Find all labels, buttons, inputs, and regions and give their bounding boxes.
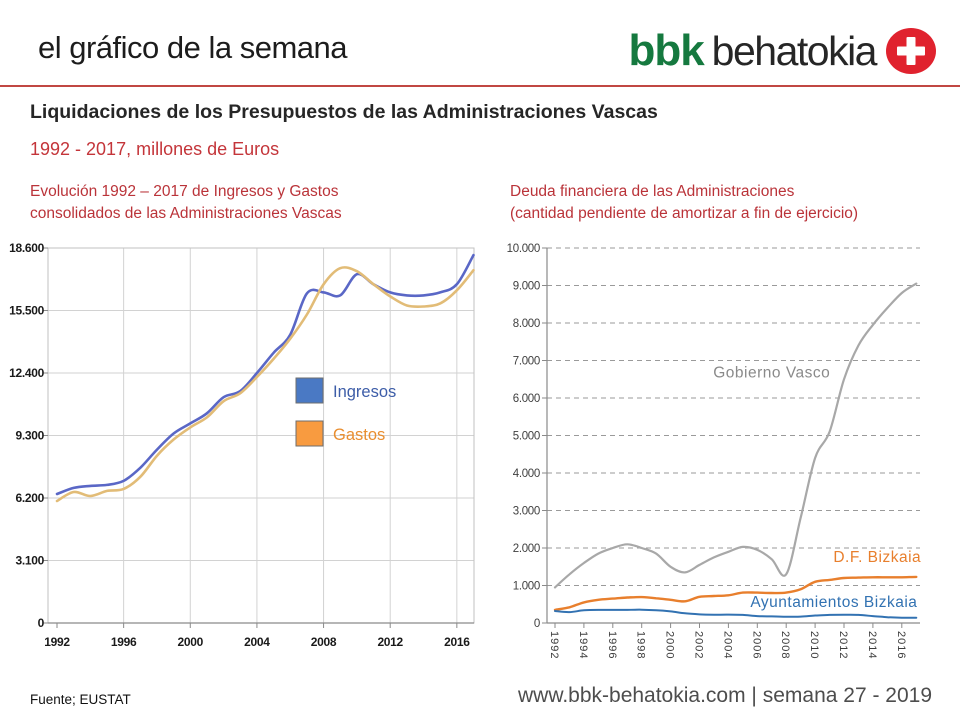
svg-text:2008: 2008 xyxy=(311,635,337,649)
left-chart-title-line2: consolidados de las Administraciones Vas… xyxy=(30,205,342,222)
svg-text:1998: 1998 xyxy=(635,631,647,659)
main-subtitle: 1992 - 2017, millones de Euros xyxy=(30,139,280,159)
svg-text:10.000: 10.000 xyxy=(507,243,540,255)
svg-text:2004: 2004 xyxy=(721,631,733,659)
svg-text:5.000: 5.000 xyxy=(513,431,540,443)
svg-text:1996: 1996 xyxy=(111,635,137,649)
svg-text:8.000: 8.000 xyxy=(513,318,540,330)
right-chart-title-line2: (cantidad pendiente de amortizar a fin d… xyxy=(510,205,859,222)
page-title: el gráfico de la semana xyxy=(38,30,348,65)
svg-text:0: 0 xyxy=(534,618,540,630)
right-chart-title-line1: Deuda financiera de las Administraciones xyxy=(510,183,795,200)
svg-text:15.500: 15.500 xyxy=(9,304,45,318)
right-chart-title: Deuda financiera de las Administraciones… xyxy=(510,181,858,225)
chart-deuda-financiera: 0 1.000 2.000 3.000 4.000 5.000 6.000 7.000 8.00… xyxy=(507,243,921,659)
svg-text:2008: 2008 xyxy=(779,631,791,659)
svg-text:3.100: 3.100 xyxy=(15,554,44,568)
svg-text:18.600: 18.600 xyxy=(9,241,45,255)
svg-text:Ayuntamientos Bizkaia: Ayuntamientos Bizkaia xyxy=(750,594,917,611)
svg-text:2006: 2006 xyxy=(750,631,762,659)
svg-text:1994: 1994 xyxy=(577,631,589,659)
svg-text:7.000: 7.000 xyxy=(513,356,540,368)
chart-ingresos-gastos: 0 3.100 6.200 9.300 12.400 15.500 18.600 1992 19… xyxy=(9,241,475,649)
svg-text:1992: 1992 xyxy=(44,635,70,649)
svg-text:9.300: 9.300 xyxy=(15,429,44,443)
svg-text:2016: 2016 xyxy=(895,631,907,659)
bbk-behatokia-logo: bbk behatokia xyxy=(628,26,936,76)
svg-text:Gastos: Gastos xyxy=(333,426,385,444)
svg-text:0: 0 xyxy=(38,616,45,630)
svg-text:2012: 2012 xyxy=(377,635,403,649)
svg-text:1992: 1992 xyxy=(548,631,560,659)
svg-text:2002: 2002 xyxy=(693,631,705,659)
header-divider xyxy=(0,85,960,87)
svg-text:2000: 2000 xyxy=(664,631,676,659)
svg-text:2.000: 2.000 xyxy=(513,543,540,555)
svg-text:2012: 2012 xyxy=(837,631,849,659)
svg-text:2010: 2010 xyxy=(808,631,820,659)
svg-text:Gobierno Vasco: Gobierno Vasco xyxy=(713,364,830,381)
footer-source: Fuente; EUSTAT xyxy=(30,692,131,707)
logo-bbk-text: bbk xyxy=(628,26,704,75)
svg-text:1.000: 1.000 xyxy=(513,581,540,593)
footer-site: www.bbk-behatokia.com | semana 27 - 2019 xyxy=(517,684,932,707)
svg-text:D.F. Bizkaia: D.F. Bizkaia xyxy=(833,549,921,566)
main-title: Liquidaciones de los Presupuestos de las… xyxy=(30,101,658,123)
svg-text:12.400: 12.400 xyxy=(9,366,45,380)
left-chart-title-line1: Evolución 1992 – 2017 de Ingresos y Gast… xyxy=(30,183,339,200)
svg-text:2000: 2000 xyxy=(178,635,204,649)
svg-text:3.000: 3.000 xyxy=(513,506,540,518)
svg-text:2004: 2004 xyxy=(244,635,270,649)
svg-text:Ingresos: Ingresos xyxy=(333,383,396,401)
svg-text:6.200: 6.200 xyxy=(15,491,44,505)
svg-text:4.000: 4.000 xyxy=(513,468,540,480)
svg-text:1996: 1996 xyxy=(606,631,618,659)
svg-text:2016: 2016 xyxy=(444,635,470,649)
logo-behatokia-text: behatokia xyxy=(711,27,878,74)
left-chart-title: Evolución 1992 – 2017 de Ingresos y Gast… xyxy=(30,181,342,225)
svg-text:2014: 2014 xyxy=(866,631,878,659)
svg-text:9.000: 9.000 xyxy=(513,281,540,293)
svg-text:6.000: 6.000 xyxy=(513,393,540,405)
plus-icon xyxy=(886,28,936,74)
